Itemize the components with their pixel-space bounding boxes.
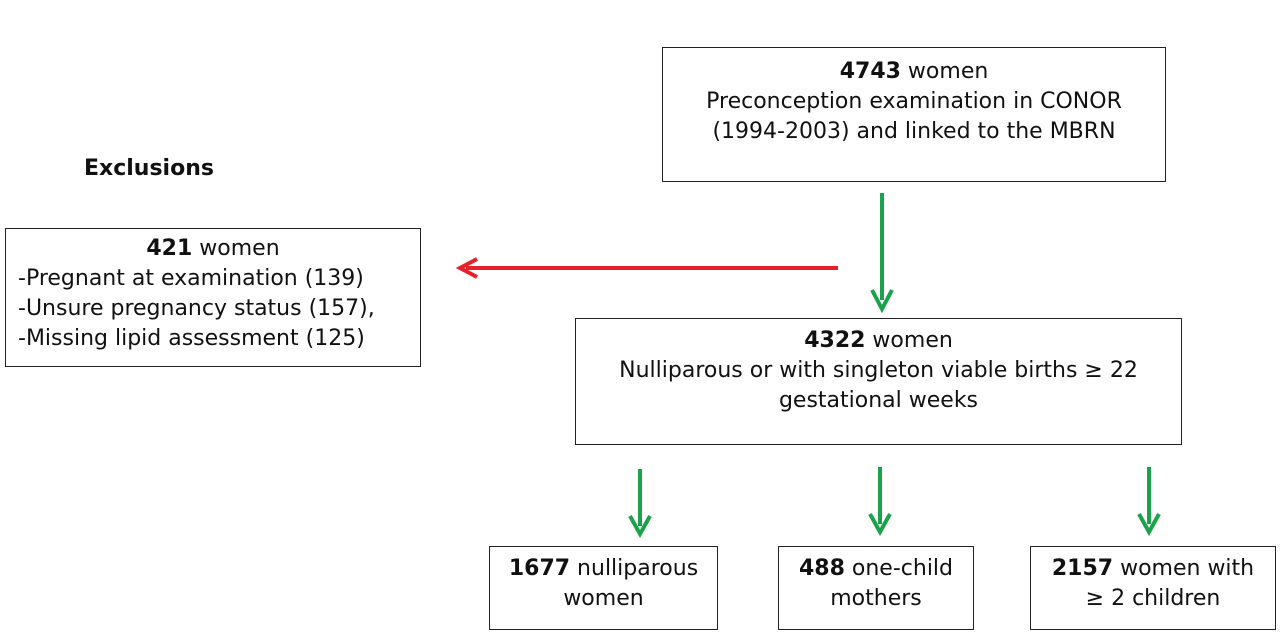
exclusion-item: -Missing lipid assessment (125): [18, 326, 365, 351]
exclusions-box: 421 women -Pregnant at examination (139)…: [5, 228, 421, 367]
arrow-down-to-nulliparous: [628, 469, 652, 539]
eligible-count: 4322: [804, 328, 866, 353]
nulliparous-label: nulliparous: [570, 556, 699, 581]
eligible-line-3: gestational weeks: [778, 388, 979, 413]
two-plus-label: women with: [1113, 556, 1255, 581]
cohort-line-2: Preconception examination in CONOR: [706, 89, 1122, 114]
arrow-down-to-one-child: [868, 467, 892, 537]
cohort-line-1: 4743 women: [663, 57, 1165, 87]
eligible-line-1: 4322 women: [576, 326, 1181, 356]
one-child-label: one-child: [844, 556, 954, 581]
one-child-line-1: 488 one-child: [779, 554, 973, 584]
cohort-line-3: (1994-2003) and linked to the MBRN: [712, 119, 1116, 144]
cohort-box: 4743 women Preconception examination in …: [662, 47, 1166, 182]
exclusions-count: 421: [146, 236, 193, 261]
arrow-to-exclusions: [455, 257, 838, 279]
exclusion-item: -Pregnant at examination (139): [18, 266, 364, 291]
nulliparous-count: 1677: [508, 556, 571, 581]
cohort-count-label: women: [900, 59, 989, 84]
one-child-box: 488 one-child mothers: [778, 546, 974, 630]
exclusions-count-label: women: [192, 236, 280, 261]
eligible-count-label: women: [865, 328, 953, 353]
eligible-line-2: Nulliparous or with singleton viable bir…: [619, 358, 1138, 383]
cohort-count: 4743: [839, 59, 901, 84]
nulliparous-box: 1677 nulliparous women: [489, 546, 718, 630]
nulliparous-line-2: women: [563, 586, 644, 611]
exclusions-heading: Exclusions: [84, 156, 214, 181]
two-plus-line-1: 2157 women with: [1031, 554, 1275, 584]
one-child-line-2: mothers: [830, 586, 922, 611]
nulliparous-line-1: 1677 nulliparous: [490, 554, 717, 584]
arrow-down-to-two-plus: [1137, 467, 1161, 537]
two-plus-children-box: 2157 women with ≥ 2 children: [1030, 546, 1276, 630]
exclusions-line-1: 421 women: [6, 234, 420, 264]
exclusion-item: -Unsure pregnancy status (157),: [18, 296, 375, 321]
two-plus-count: 2157: [1051, 556, 1114, 581]
eligible-box: 4322 women Nulliparous or with singleton…: [575, 318, 1182, 445]
two-plus-line-2: ≥ 2 children: [1085, 586, 1221, 611]
one-child-count: 488: [798, 556, 845, 581]
arrow-down-to-eligible: [870, 193, 894, 314]
exclusions-list: -Pregnant at examination (139) -Unsure p…: [6, 264, 420, 354]
